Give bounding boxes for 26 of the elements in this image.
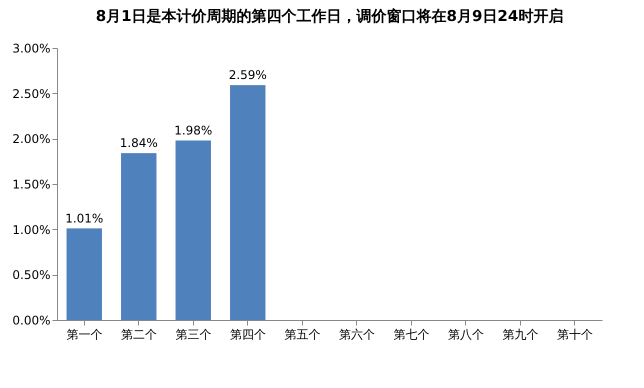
chart-title: 8月1日是本计价周期的第四个工作日，调价窗口将在8月9日24时开启 [96, 7, 564, 25]
x-tick-label: 第九个 [502, 328, 538, 342]
bar [66, 228, 102, 320]
x-tick-label: 第六个 [338, 328, 375, 342]
data-label: 1.98% [174, 123, 212, 138]
x-tick-label: 第二个 [120, 328, 157, 342]
bar [121, 153, 156, 320]
bar [230, 85, 266, 320]
y-tick-label: 0.00% [12, 314, 50, 328]
y-tick-label: 2.50% [12, 86, 50, 101]
y-tick-label: 1.00% [12, 222, 50, 237]
x-tick-label: 第五个 [284, 328, 320, 342]
x-tick-label: 第十个 [556, 328, 593, 342]
y-tick-label: 2.00% [12, 132, 50, 146]
bar [176, 140, 211, 320]
y-tick-label: 3.00% [12, 42, 50, 56]
x-tick-label: 第七个 [393, 328, 430, 342]
x-tick-label: 第一个 [66, 328, 102, 342]
x-tick-label: 第四个 [230, 328, 266, 342]
x-tick-label: 第八个 [448, 328, 484, 342]
x-tick-label: 第三个 [175, 328, 212, 342]
y-tick-label: 1.50% [12, 178, 50, 192]
y-tick-label: 0.50% [12, 268, 50, 282]
data-label: 1.84% [120, 136, 158, 150]
data-label: 1.01% [65, 211, 104, 226]
data-label: 2.59% [228, 68, 267, 82]
